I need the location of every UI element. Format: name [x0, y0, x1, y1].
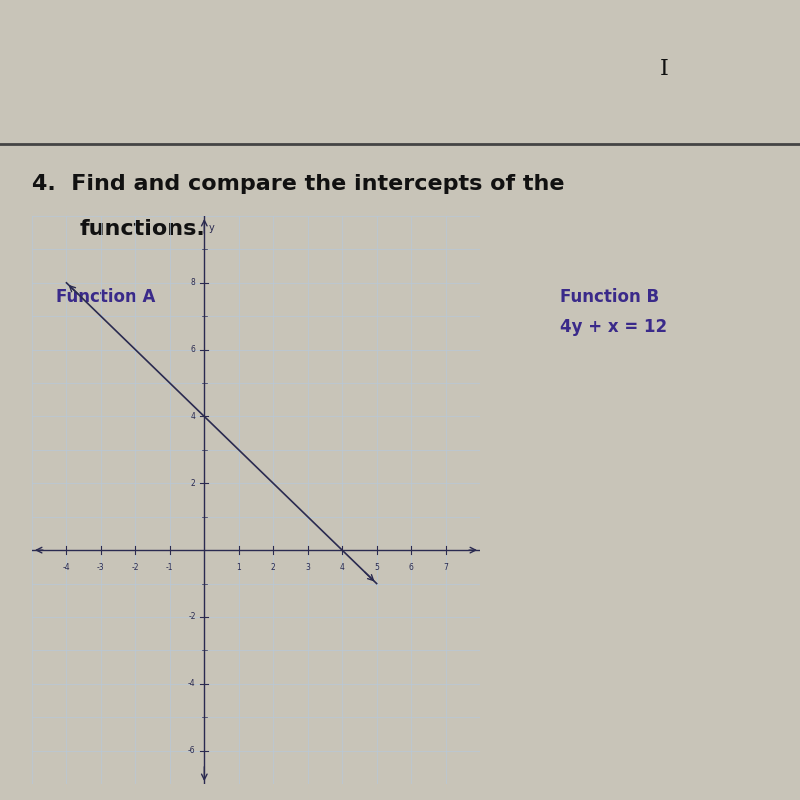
Text: -1: -1	[166, 563, 174, 573]
Text: 7: 7	[443, 563, 448, 573]
Text: Function A: Function A	[56, 288, 155, 306]
Text: 8: 8	[191, 278, 196, 287]
Text: -2: -2	[188, 613, 196, 622]
Text: 2: 2	[191, 478, 196, 488]
Text: 4.  Find and compare the intercepts of the: 4. Find and compare the intercepts of th…	[32, 174, 565, 194]
Text: I: I	[659, 58, 669, 80]
Text: 4y + x = 12: 4y + x = 12	[560, 318, 667, 336]
Text: functions.: functions.	[80, 219, 206, 239]
Text: y: y	[208, 222, 214, 233]
Text: 4: 4	[191, 412, 196, 421]
Text: 1: 1	[236, 563, 241, 573]
Text: -4: -4	[188, 679, 196, 688]
Text: 4: 4	[340, 563, 345, 573]
Text: 6: 6	[191, 345, 196, 354]
Text: -6: -6	[188, 746, 196, 755]
Text: 2: 2	[271, 563, 276, 573]
Text: -3: -3	[97, 563, 105, 573]
Text: 3: 3	[306, 563, 310, 573]
Text: 5: 5	[374, 563, 379, 573]
Text: -4: -4	[62, 563, 70, 573]
Text: 6: 6	[409, 563, 414, 573]
Text: Function B: Function B	[560, 288, 659, 306]
Text: -2: -2	[132, 563, 139, 573]
